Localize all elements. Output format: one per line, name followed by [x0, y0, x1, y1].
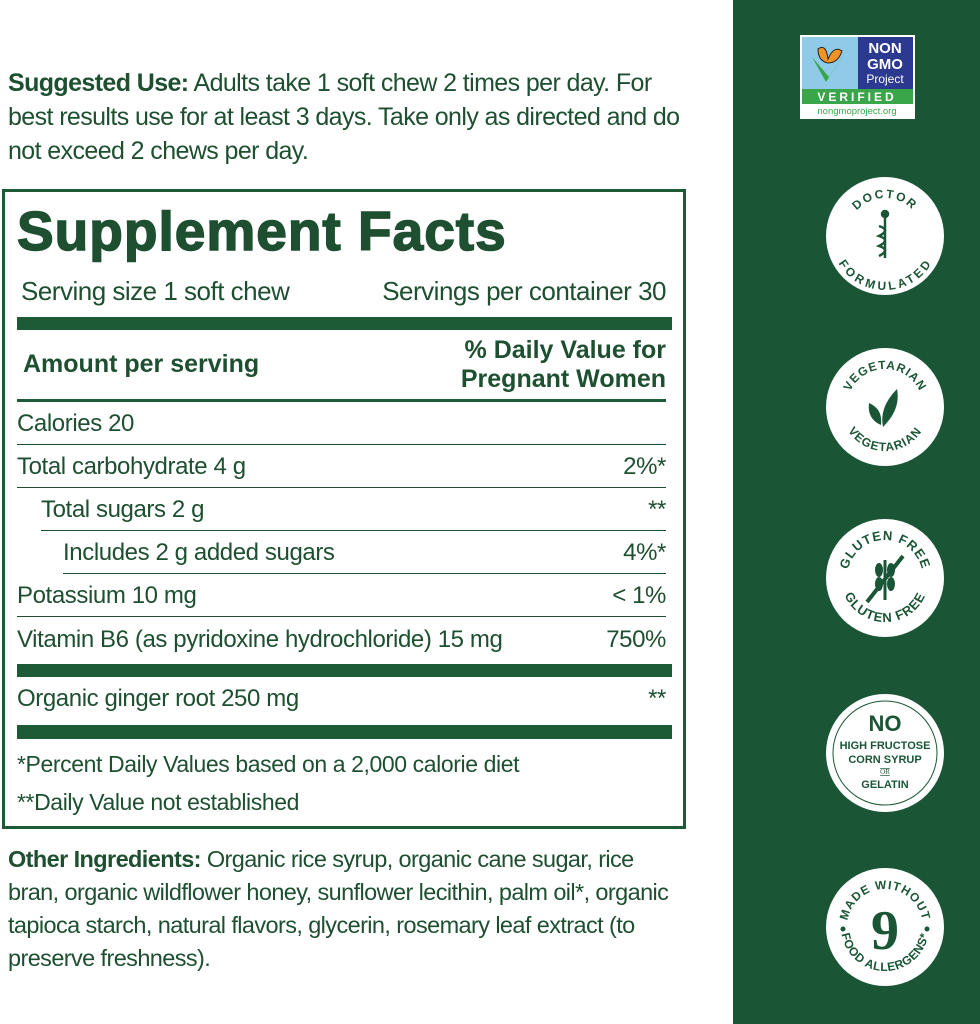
- nutrient-name: Total sugars 2 g: [41, 496, 205, 523]
- nutrient-name: Calories 20: [17, 410, 134, 437]
- ngmo-non: NON: [868, 40, 901, 57]
- nutrient-dv: **: [648, 685, 666, 712]
- facts-row: Calories 20: [17, 402, 666, 445]
- ngmo-url: nongmoproject.org: [817, 106, 896, 117]
- other-ingredients: Other Ingredients: Organic rice syrup, o…: [8, 843, 688, 975]
- hfcs-line1: HIGH FRUCTOSE: [840, 740, 931, 752]
- other-ingredients-text: Organic rice syrup, organic cane sugar, …: [8, 846, 669, 971]
- nutrient-dv: 4%*: [623, 539, 666, 566]
- nutrient-name: Vitamin B6 (as pyridoxine hydrochloride)…: [17, 626, 503, 653]
- ngmo-verified: VERIFIED: [817, 90, 896, 104]
- badge-panel: NON GMO Project VERIFIED nongmoproject.o…: [733, 0, 980, 1024]
- nutrient-dv: 2%*: [623, 453, 666, 480]
- gelatin-text: GELATIN: [861, 779, 909, 791]
- gluten-free-badge: GLUTEN FREE GLUTEN FREE: [826, 519, 944, 637]
- serving-size: Serving size 1 soft chew: [21, 276, 290, 306]
- nutrient-name: Organic ginger root 250 mg: [17, 685, 299, 712]
- hfcs-line2: CORN SYRUP: [848, 754, 921, 766]
- ngmo-gmo: GMO: [867, 56, 903, 73]
- footnotes: *Percent Daily Values based on a 2,000 c…: [17, 745, 666, 821]
- no-hfcs-gelatin-badge: NO HIGH FRUCTOSE CORN SYRUP OR GELATIN: [826, 694, 944, 812]
- other-ingredients-label: Other Ingredients:: [8, 846, 201, 872]
- facts-title: Supplement Facts: [16, 200, 507, 262]
- nutrient-name: Includes 2 g added sugars: [63, 539, 335, 566]
- caduceus-icon: [875, 209, 890, 258]
- suggested-use-label: Suggested Use:: [8, 69, 189, 97]
- nutrient-dv: 750%: [606, 626, 666, 653]
- or-text: OR: [880, 768, 890, 776]
- facts-row: Vitamin B6 (as pyridoxine hydrochloride)…: [17, 617, 666, 660]
- header-dv-line2: Pregnant Women: [460, 364, 666, 393]
- facts-row: Potassium 10 mg < 1%: [17, 574, 666, 617]
- footnote-2: **Daily Value not established: [17, 789, 300, 815]
- header-dv: % Daily Value for Pregnant Women: [461, 336, 666, 394]
- ngmo-project: Project: [866, 72, 904, 86]
- leaf-icon: [868, 389, 898, 427]
- suggested-use-text: Adults take 1 soft chew 2 times per day.…: [8, 69, 680, 165]
- header-dv-line1: % Daily Value for: [464, 335, 666, 364]
- divider-thick: [17, 725, 672, 739]
- supplement-facts-panel: Supplement Facts Serving size 1 soft che…: [2, 189, 686, 829]
- facts-row: Includes 2 g added sugars 4%*: [63, 531, 666, 574]
- footnote-1: *Percent Daily Values based on a 2,000 c…: [17, 751, 520, 777]
- servings-per-container: Servings per container 30: [382, 276, 666, 306]
- vegetarian-badge: VEGETARIAN VEGETARIAN: [826, 348, 944, 466]
- serving-info: Serving size 1 soft chew Servings per co…: [17, 276, 666, 307]
- nutrient-dv: < 1%: [612, 582, 666, 609]
- doctor-formulated-badge: DOCTOR FORMULATED: [826, 177, 944, 295]
- facts-header: Amount per serving % Daily Value for Preg…: [17, 330, 666, 402]
- nutrient-dv: **: [648, 496, 666, 523]
- no-text: NO: [869, 711, 902, 736]
- facts-row: Total carbohydrate 4 g 2%*: [17, 445, 666, 488]
- facts-row: Organic ginger root 250 mg **: [17, 677, 666, 719]
- allergen-free-badge: MADE WITHOUT FOOD ALLERGENS* 9: [826, 868, 944, 986]
- divider-thick: [17, 664, 672, 677]
- suggested-use: Suggested Use: Adults take 1 soft chew 2…: [8, 66, 688, 168]
- header-amount: Amount per serving: [23, 350, 260, 378]
- nutrient-name: Total carbohydrate 4 g: [17, 453, 246, 480]
- crossed-wheat-icon: [865, 554, 905, 604]
- divider-thick: [17, 317, 672, 330]
- non-gmo-verified-logo: NON GMO Project VERIFIED nongmoproject.o…: [800, 35, 915, 119]
- facts-row: Total sugars 2 g **: [41, 488, 666, 531]
- allergen-count: 9: [871, 900, 899, 962]
- nutrient-name: Potassium 10 mg: [17, 582, 197, 609]
